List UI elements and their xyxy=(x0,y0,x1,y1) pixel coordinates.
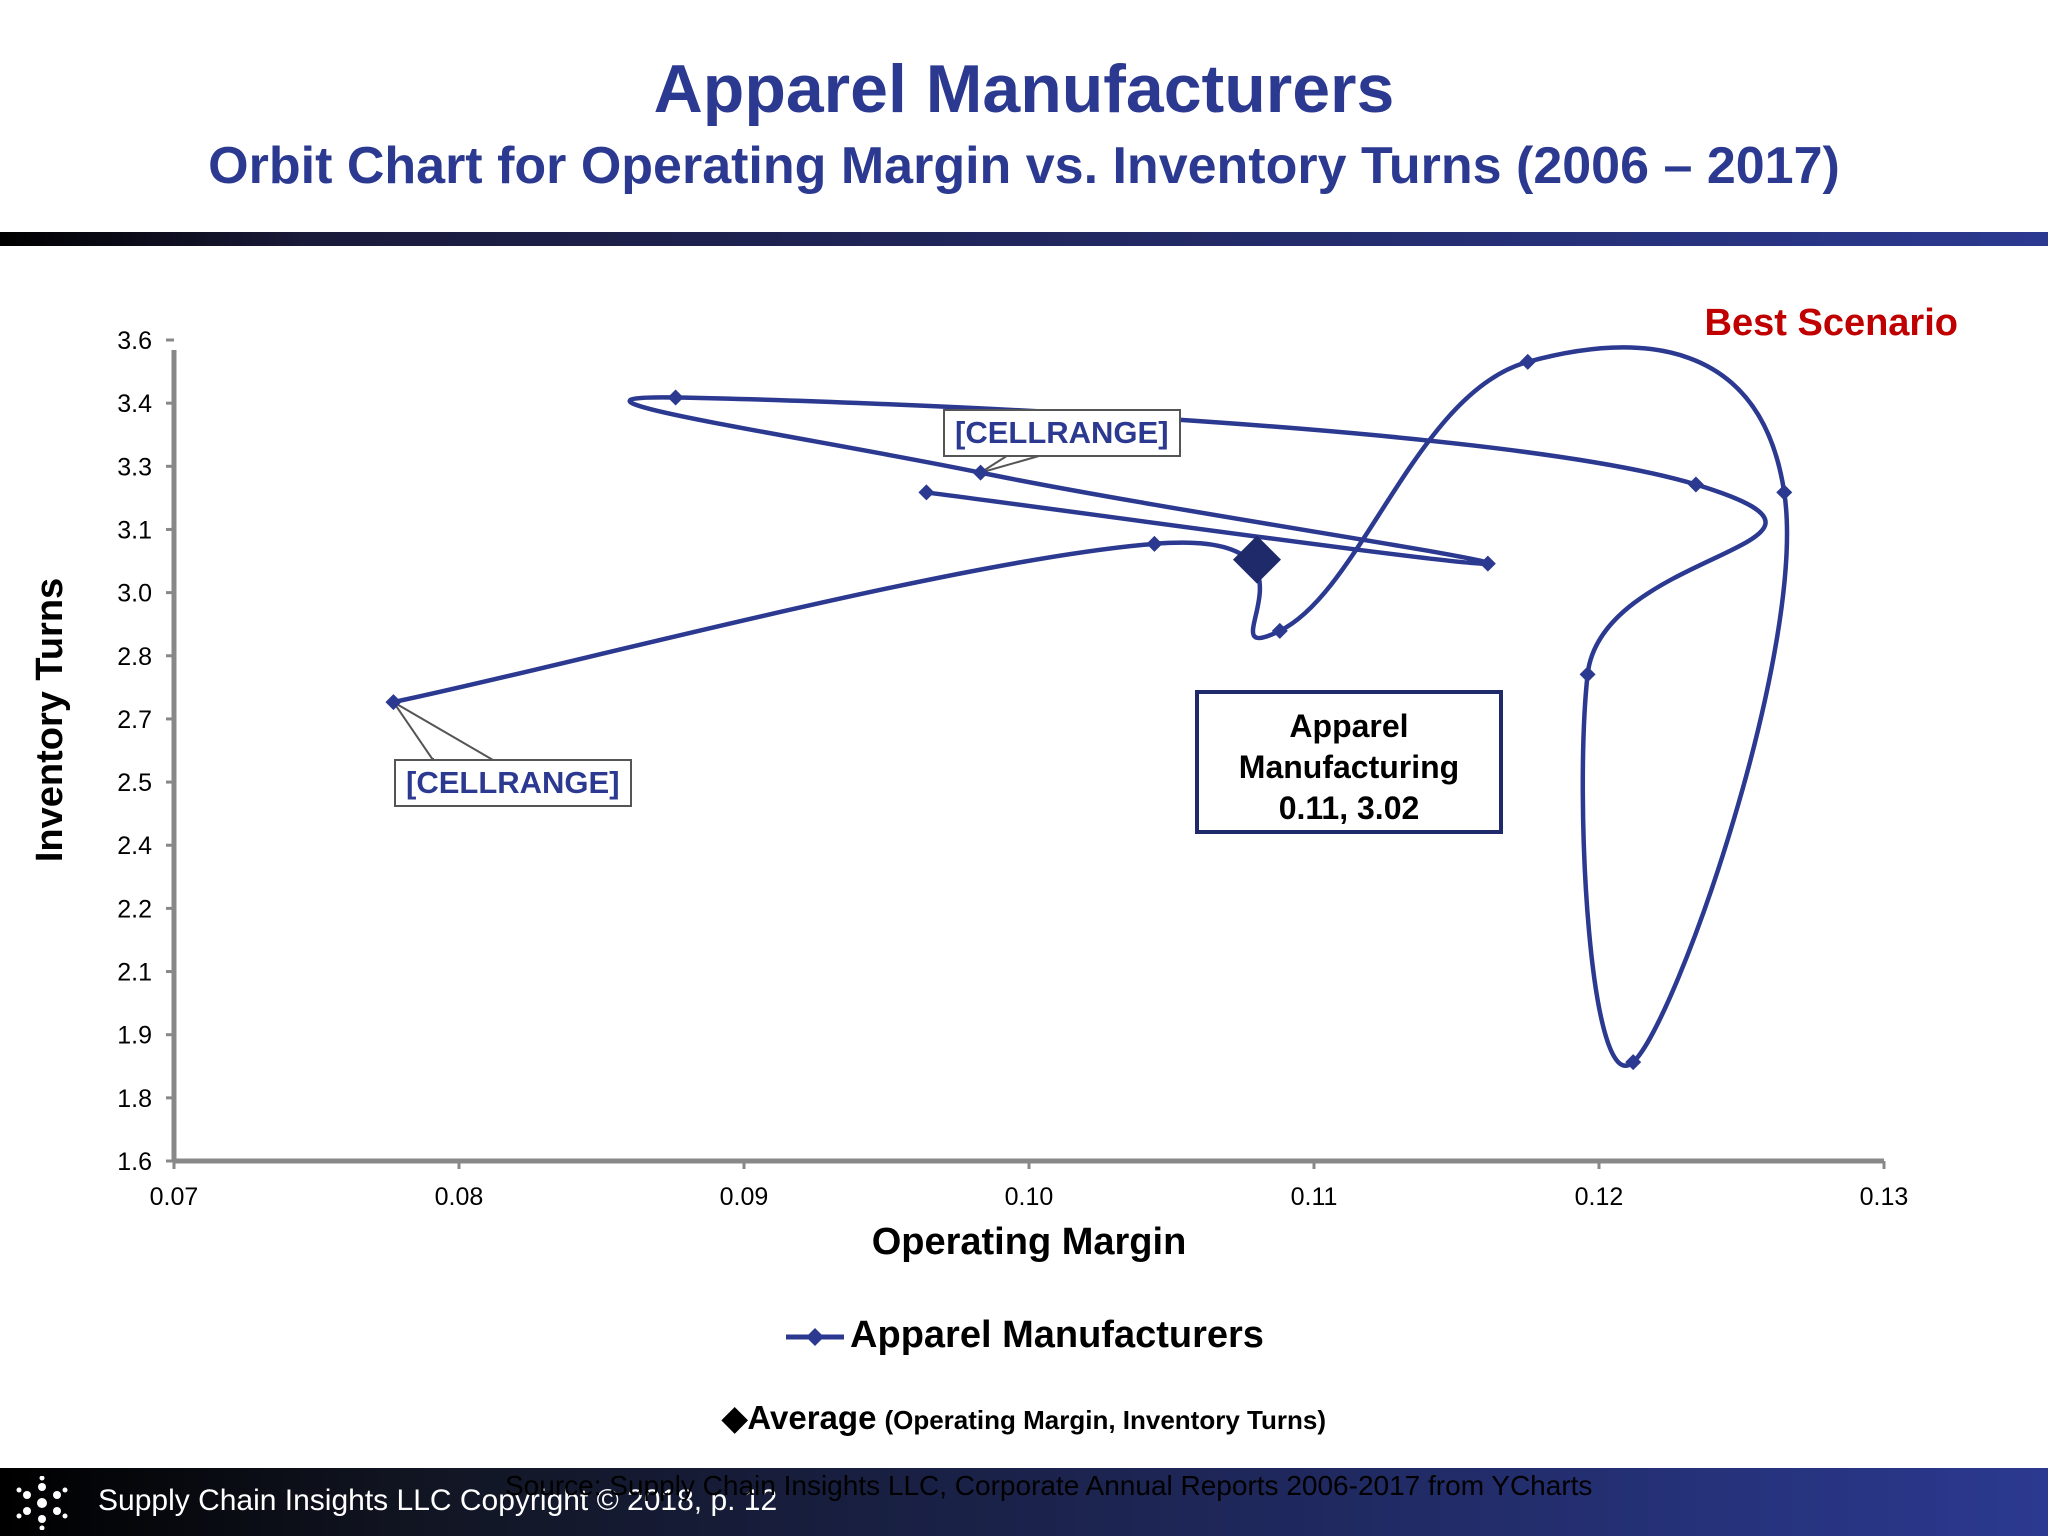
series-point xyxy=(385,694,402,711)
y-tick-label: 2.4 xyxy=(117,832,152,860)
legend-average-label: Average xyxy=(747,1399,877,1436)
y-tick-label: 2.8 xyxy=(117,643,152,671)
series-point xyxy=(1271,622,1288,639)
x-tick-label: 0.09 xyxy=(720,1183,769,1211)
series-point xyxy=(1579,666,1596,683)
series-point xyxy=(1146,535,1163,552)
y-tick-label: 3.4 xyxy=(117,390,152,418)
page-title: Apparel Manufacturers xyxy=(653,51,1395,127)
x-tick-label: 0.07 xyxy=(150,1183,199,1211)
x-tick-label: 0.10 xyxy=(1005,1183,1054,1211)
y-tick-label: 3.6 xyxy=(117,327,152,355)
y-tick-label: 2.7 xyxy=(117,706,152,734)
footer-source: Source: Supply Chain Insights LLC, Corpo… xyxy=(505,1470,1593,1501)
legend-average-sub: (Operating Margin, Inventory Turns) xyxy=(884,1405,1326,1435)
legend-series: Apparel Manufacturers xyxy=(0,1314,2048,1357)
x-axis-title: Operating Margin xyxy=(872,1221,1187,1263)
y-tick-label: 2.2 xyxy=(117,895,152,923)
legend-series-label: Apparel Manufacturers xyxy=(850,1314,1264,1356)
snowflake-logo-icon xyxy=(16,1476,68,1530)
series-point xyxy=(1519,353,1536,370)
average-box-line3: 0.11, 3.02 xyxy=(1278,790,1420,826)
series-line xyxy=(392,345,1790,1068)
callout-label-first: [CELLRANGE] xyxy=(394,759,632,807)
average-marker xyxy=(1233,535,1281,584)
footer-bar: Supply Chain Insights LLC Copyright © 20… xyxy=(0,1468,2048,1536)
y-tick-label: 2.1 xyxy=(117,959,152,987)
best-scenario-label: Best Scenario xyxy=(1704,302,1958,344)
header-divider xyxy=(0,232,2048,246)
average-box-line1: Apparel xyxy=(1289,708,1409,744)
y-tick-label: 3.1 xyxy=(117,516,152,544)
legend-average-diamond-icon: ◆ xyxy=(722,1399,748,1436)
series-point xyxy=(1687,476,1704,493)
footer-copyright: Supply Chain Insights LLC Copyright © 20… xyxy=(98,1484,778,1517)
y-tick-label: 3.0 xyxy=(117,580,152,608)
callout-leader-first-b xyxy=(392,701,494,761)
callout-leader-first xyxy=(392,701,434,764)
x-tick-label: 0.12 xyxy=(1575,1183,1624,1211)
x-tick-label: 0.08 xyxy=(435,1183,484,1211)
average-box-line2: Manufacturing xyxy=(1238,749,1460,785)
average-value-box: Apparel Manufacturing 0.11, 3.02 xyxy=(1195,690,1503,834)
y-tick-label: 1.8 xyxy=(117,1085,152,1113)
series-point xyxy=(972,464,989,481)
series-markers xyxy=(385,353,1793,1071)
chart-ticks: 0.07 0.08 0.09 0.10 0.11 0.12 0.13 1.6 1.8 1.9 2.1… xyxy=(117,327,1908,1211)
legend-series-swatch xyxy=(786,1327,845,1346)
x-tick-label: 0.11 xyxy=(1291,1183,1338,1211)
legend-average: ◆Average (Operating Margin, Inventory Tur… xyxy=(0,1398,2048,1437)
orbit-chart: 0.07 0.08 0.09 0.10 0.11 0.12 0.13 1.6 1.8 1.9 2.1… xyxy=(29,327,1908,1263)
y-tick-label: 2.5 xyxy=(117,769,152,797)
y-tick-label: 1.6 xyxy=(117,1148,152,1176)
series-point xyxy=(1776,484,1793,501)
series-point xyxy=(1625,1054,1642,1071)
series-point xyxy=(918,484,935,501)
x-tick-label: 0.13 xyxy=(1860,1183,1909,1211)
y-tick-label: 1.9 xyxy=(117,1022,152,1050)
y-tick-label: 3.3 xyxy=(117,453,152,481)
page-subtitle: Orbit Chart for Operating Margin vs. Inv… xyxy=(208,137,1840,195)
callout-label-last: [CELLRANGE] xyxy=(943,409,1181,457)
series-point xyxy=(1479,555,1496,572)
y-axis-title: Inventory Turns xyxy=(29,578,71,862)
series-point xyxy=(667,389,684,406)
